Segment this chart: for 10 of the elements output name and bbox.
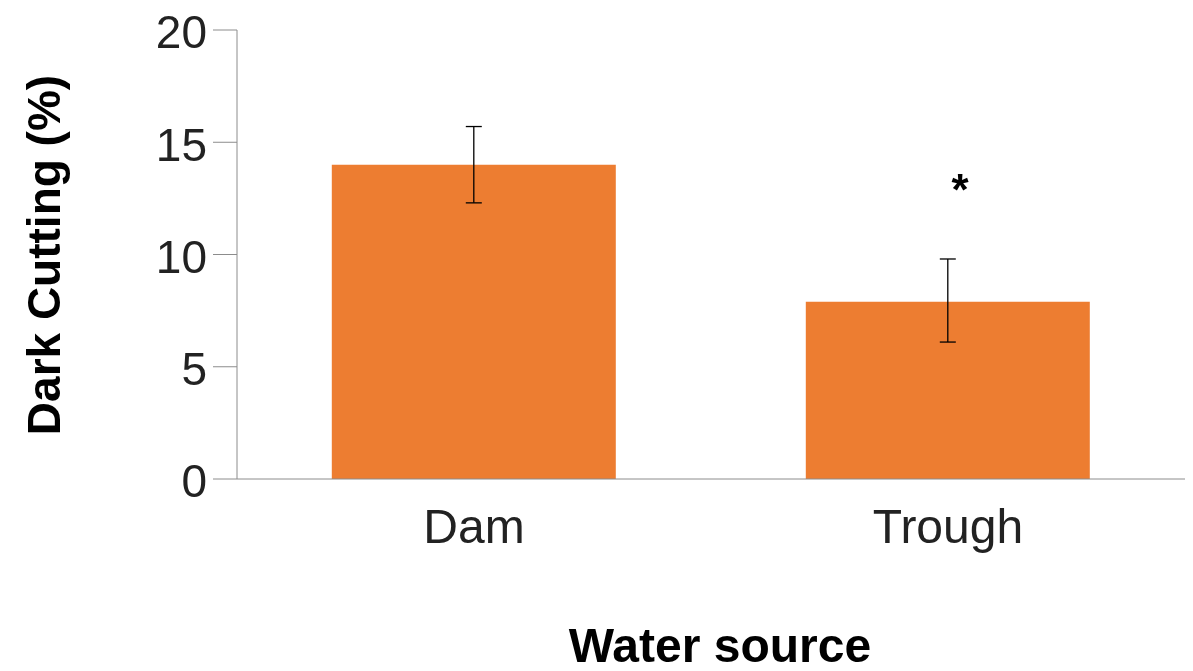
x-tick-label: Dam [423,500,525,554]
y-tick-label: 10 [155,230,207,283]
y-tick-label: 15 [155,118,207,171]
x-axis-title: Water source [568,618,872,671]
y-tick-label: 0 [181,455,207,508]
annotation: * [951,165,969,214]
y-tick-label: 20 [155,6,207,59]
y-tick-label: 5 [181,343,207,396]
x-tick-label: Trough [872,500,1024,554]
y-axis-title: Dark Cutting (%) [17,74,71,436]
